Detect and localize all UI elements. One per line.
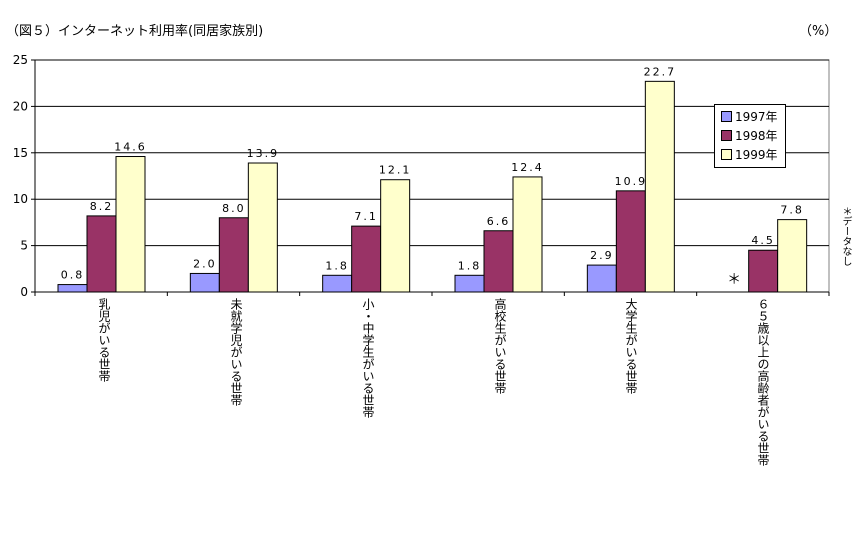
- y-tick-label: 25: [13, 53, 28, 67]
- legend-label-1998: 1998年: [735, 128, 778, 143]
- data-label: 1.8: [325, 259, 349, 272]
- legend-item-1999: 1999年: [721, 145, 778, 163]
- y-tick-label: 15: [13, 146, 28, 160]
- bar: [86, 215, 117, 293]
- bar: [57, 284, 88, 293]
- data-label: 13.9: [247, 147, 280, 160]
- data-label: 22.7: [644, 65, 677, 78]
- data-label: 7.1: [354, 210, 378, 223]
- category-label: 未就学児がいる世帯: [229, 298, 243, 406]
- data-label: 4.5: [751, 234, 775, 247]
- category-label: ６５歳以上の高齢者がいる世帯: [756, 298, 770, 466]
- bar: [189, 272, 220, 293]
- legend-item-1997: 1997年: [721, 107, 778, 125]
- data-label: 6.6: [487, 215, 511, 228]
- category-label: 乳児がいる世帯: [97, 298, 111, 382]
- bar: [777, 219, 808, 293]
- legend-swatch-1999: [721, 148, 732, 160]
- y-tick-label: 10: [13, 192, 28, 206]
- data-label: 12.1: [379, 164, 412, 177]
- data-label: 8.2: [90, 200, 114, 213]
- legend-label-1997: 1997年: [735, 109, 778, 124]
- data-label: 7.8: [780, 204, 804, 217]
- plot-area: [34, 59, 830, 293]
- bar: [247, 162, 278, 293]
- bar: [322, 274, 353, 293]
- bar: [115, 156, 146, 293]
- legend-label-1999: 1999年: [735, 147, 778, 162]
- category-label: 高校生がいる世帯: [493, 298, 507, 394]
- y-tick-label: 0: [20, 285, 28, 299]
- chart-title: （図５）インターネット利用率(同居家族別): [6, 24, 264, 39]
- data-label: 1.8: [458, 259, 482, 272]
- bar: [380, 179, 411, 293]
- bar: [454, 274, 485, 293]
- no-data-marker: ＊: [727, 272, 741, 288]
- data-label: 2.0: [193, 257, 217, 270]
- legend-swatch-1998: [721, 129, 732, 141]
- data-label: 8.0: [222, 202, 246, 215]
- bar: [483, 230, 514, 293]
- data-label: 0.8: [61, 269, 85, 282]
- unit-label: （%）: [799, 24, 838, 39]
- bar: [644, 80, 675, 293]
- bar: [615, 190, 646, 293]
- bar: [512, 176, 543, 293]
- bar: [218, 217, 249, 293]
- y-tick-label: 5: [20, 239, 28, 253]
- bar: [586, 264, 617, 293]
- data-label: 14.6: [114, 141, 147, 154]
- bar: [351, 225, 382, 293]
- legend-swatch-1997: [721, 110, 732, 122]
- data-label: 12.4: [511, 161, 544, 174]
- y-tick-label: 20: [13, 99, 28, 113]
- legend: 1997年 1998年 1999年: [714, 104, 786, 168]
- legend-item-1998: 1998年: [721, 126, 778, 144]
- bar: [748, 249, 779, 293]
- data-label: 2.9: [590, 249, 614, 262]
- data-label: 10.9: [615, 175, 648, 188]
- category-label: 大学生がいる世帯: [624, 298, 638, 394]
- category-label: 小・中学生がいる世帯: [361, 298, 375, 418]
- no-data-note: ＊データなし: [840, 206, 851, 266]
